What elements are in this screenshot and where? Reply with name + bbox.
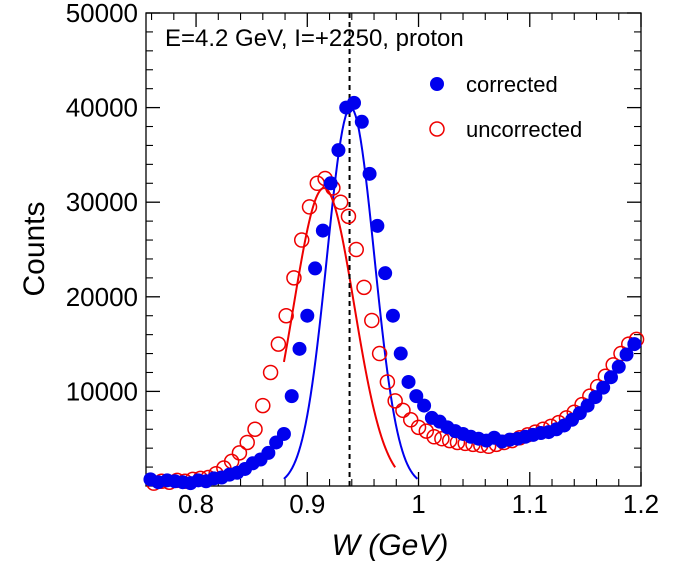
plot-area bbox=[143, 12, 645, 491]
x-tick-label: 1 bbox=[411, 489, 425, 519]
data-point-uncorrected bbox=[293, 232, 310, 248]
data-point-uncorrected bbox=[270, 336, 287, 352]
x-tick-labels: 0.8 0.9 1 1.1 1.2 bbox=[178, 489, 659, 519]
data-point-uncorrected bbox=[348, 241, 364, 258]
data-point-corrected bbox=[370, 218, 385, 233]
data-point-corrected bbox=[300, 308, 315, 323]
data-point-uncorrected bbox=[418, 423, 435, 439]
legend: corrected uncorrected bbox=[429, 72, 582, 142]
data-point-uncorrected bbox=[278, 307, 294, 324]
data-point-uncorrected bbox=[371, 345, 388, 362]
data-point-corrected bbox=[409, 389, 424, 404]
data-point-uncorrected bbox=[239, 434, 255, 451]
data-point-uncorrected bbox=[434, 430, 450, 447]
data-point-uncorrected bbox=[402, 412, 419, 428]
data-point-corrected bbox=[596, 380, 611, 395]
data-point-corrected bbox=[393, 346, 408, 361]
data-point-uncorrected bbox=[231, 445, 248, 461]
axis-ticks bbox=[146, 12, 642, 486]
data-point-corrected bbox=[284, 389, 299, 404]
data-point-corrected bbox=[354, 114, 369, 129]
data-point-corrected bbox=[611, 359, 626, 374]
fit-curves bbox=[282, 106, 419, 480]
data-point-uncorrected bbox=[301, 199, 318, 215]
data-point-uncorrected bbox=[332, 194, 349, 210]
data-point-corrected bbox=[385, 308, 400, 323]
data-point-uncorrected bbox=[364, 312, 380, 329]
series-corrected bbox=[143, 95, 642, 491]
x-tick-label: 0.8 bbox=[178, 489, 214, 519]
data-point-corrected bbox=[619, 347, 634, 362]
data-point-corrected bbox=[417, 398, 432, 413]
plot-frame bbox=[145, 12, 642, 487]
data-point-uncorrected bbox=[286, 270, 302, 286]
y-axis-label: Counts bbox=[18, 201, 51, 296]
data-point-corrected bbox=[331, 143, 346, 158]
data-point-uncorrected bbox=[410, 419, 427, 436]
x-tick-label: 0.9 bbox=[289, 489, 325, 519]
data-point-uncorrected bbox=[340, 208, 357, 225]
x-tick-label: 1.1 bbox=[512, 489, 548, 519]
data-point-corrected bbox=[323, 176, 338, 191]
data-point-corrected bbox=[261, 445, 276, 460]
legend-marker-uncorrected bbox=[429, 121, 445, 137]
data-point-corrected bbox=[603, 370, 618, 385]
data-point-corrected bbox=[362, 166, 377, 181]
data-point-corrected bbox=[308, 261, 323, 276]
data-point-uncorrected bbox=[255, 397, 271, 414]
data-point-uncorrected bbox=[262, 364, 279, 381]
series-uncorrected bbox=[146, 170, 645, 491]
data-point-uncorrected bbox=[356, 279, 372, 296]
data-point-uncorrected bbox=[379, 374, 396, 390]
data-point-corrected bbox=[347, 95, 362, 110]
data-point-uncorrected bbox=[387, 393, 403, 409]
data-point-uncorrected bbox=[247, 421, 263, 437]
data-point-corrected bbox=[401, 374, 416, 389]
data-point-corrected bbox=[315, 223, 330, 238]
y-tick-label: 50000 bbox=[66, 0, 138, 28]
chart-title: E=4.2 GeV, I=+2250, proton bbox=[165, 25, 464, 52]
y-tick-label: 40000 bbox=[66, 93, 138, 123]
y-tick-label: 10000 bbox=[66, 376, 138, 406]
data-point-corrected bbox=[378, 266, 393, 281]
x-axis-label: W (GeV) bbox=[332, 529, 449, 562]
data-point-uncorrected bbox=[395, 402, 411, 419]
data-point-uncorrected bbox=[426, 429, 442, 445]
legend-label-uncorrected: uncorrected bbox=[466, 117, 582, 142]
legend-label-corrected: corrected bbox=[466, 72, 558, 97]
x-tick-label: 1.2 bbox=[623, 489, 659, 519]
data-point-corrected bbox=[627, 337, 642, 352]
series-layer bbox=[143, 95, 645, 491]
y-tick-labels: 10000 20000 30000 40000 50000 bbox=[66, 0, 138, 406]
data-point-corrected bbox=[292, 341, 307, 356]
data-point-uncorrected bbox=[309, 175, 326, 192]
y-tick-label: 30000 bbox=[66, 187, 138, 217]
fit-curve-corrected bbox=[283, 106, 419, 480]
data-point-corrected bbox=[588, 390, 603, 405]
legend-marker-corrected bbox=[430, 77, 444, 91]
data-point-corrected bbox=[276, 426, 291, 441]
fit-curve-uncorrected bbox=[282, 186, 397, 468]
y-tick-label: 20000 bbox=[66, 282, 138, 312]
